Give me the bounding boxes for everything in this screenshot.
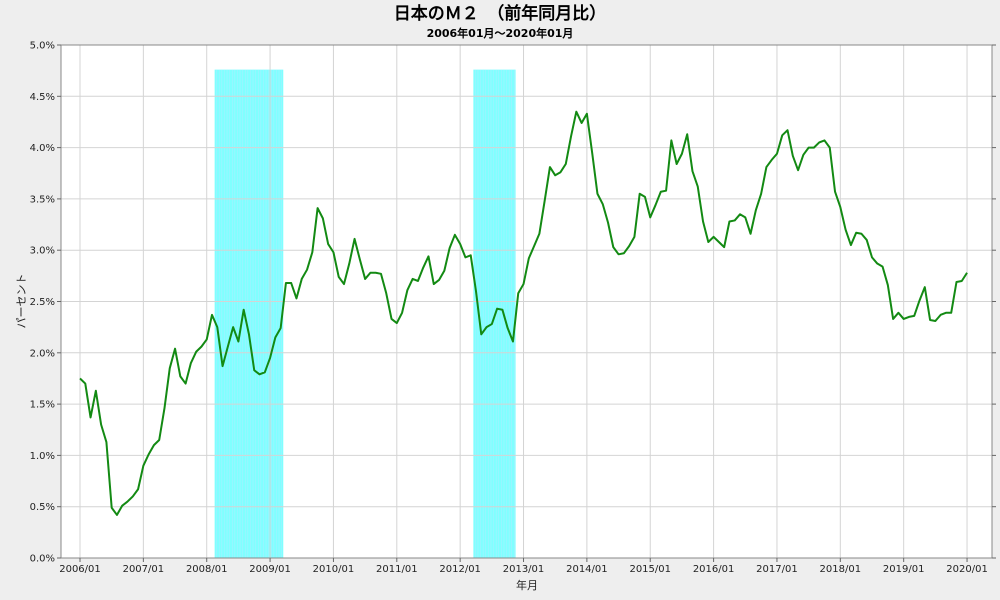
y-tick-label: 1.0% [30,451,55,462]
series-line-1 [79,110,968,516]
x-tick-label: 2016/01 [693,564,735,575]
x-tick-label: 2008/01 [186,564,228,575]
x-axis-label: 年月 [516,578,538,592]
y-axis-ticks: 0.0% 0.5% 1.0% 1.5% 2.0% 2.5% 3.0% 3.5% 4.0% 4.5%… [30,41,996,565]
x-tick-label: 2010/01 [313,564,355,575]
x-tick-label: 2019/01 [883,564,925,575]
x-tick-label: 2012/01 [439,564,481,575]
y-tick-label: 2.5% [30,297,55,308]
y-tick-label: 4.5% [30,92,55,103]
y-tick-label: 3.0% [30,246,55,257]
shaded-period-1 [214,69,284,559]
x-tick-label: 2006/01 [59,564,101,575]
x-tick-label: 2020/01 [946,564,988,575]
y-axis-label: パーセント [15,274,28,329]
x-tick-label: 2011/01 [376,564,418,575]
y-tick-label: 3.5% [30,194,55,205]
x-tick-label: 2018/01 [820,564,862,575]
x-tick-label: 2015/01 [629,564,671,575]
y-tick-label: 1.5% [30,400,55,411]
y-tick-label: 0.5% [30,502,55,513]
x-tick-label: 2014/01 [566,564,608,575]
y-tick-label: 5.0% [30,41,55,52]
x-axis-ticks: 2006/01 2007/01 2008/01 2009/01 2010/01 2011/… [59,558,988,575]
chart-title: 日本のＭ２ （前年同月比） [394,3,607,24]
y-tick-label: 4.0% [30,143,55,154]
series-layer [79,110,968,516]
y-tick-label: 2.0% [30,348,55,359]
x-tick-label: 2017/01 [756,564,798,575]
x-tick-label: 2007/01 [123,564,165,575]
x-tick-label: 2013/01 [503,564,545,575]
y-tick-label: 0.0% [30,554,55,565]
x-tick-label: 2009/01 [249,564,291,575]
chart-subtitle: 2006年01月～2020年01月 [427,26,574,40]
